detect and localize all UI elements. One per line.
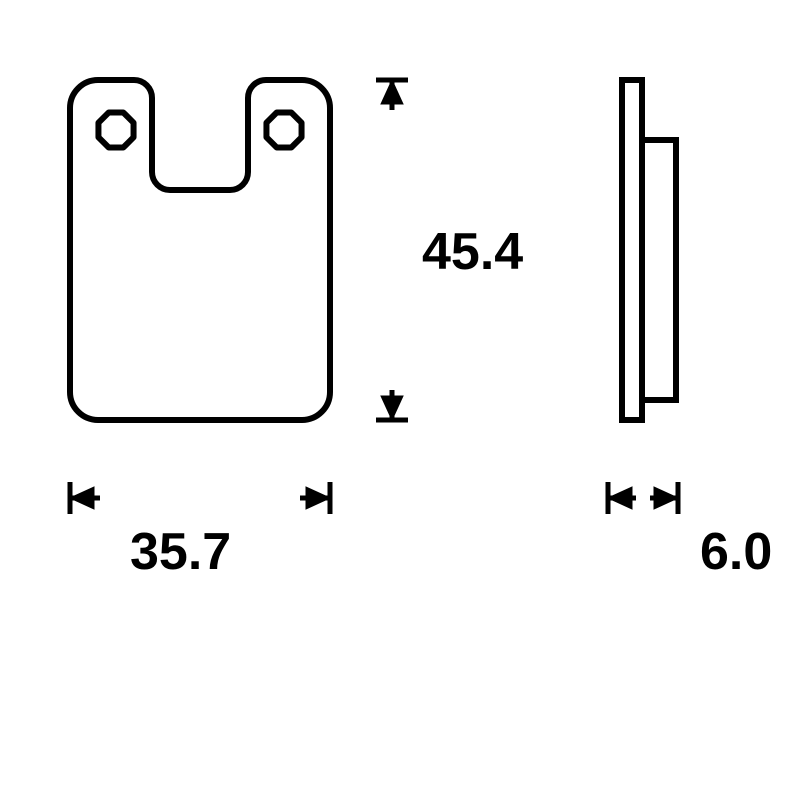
front-view-outline — [70, 80, 330, 420]
dimension-height-label: 45.4 — [422, 222, 523, 282]
mount-hole-2 — [266, 112, 301, 147]
technical-drawing — [0, 0, 800, 800]
mount-hole-1 — [98, 112, 133, 147]
dimension-thickness-label: 6.0 — [700, 522, 772, 582]
side-view-pad — [642, 140, 676, 400]
dimension-width-label: 35.7 — [130, 522, 231, 582]
